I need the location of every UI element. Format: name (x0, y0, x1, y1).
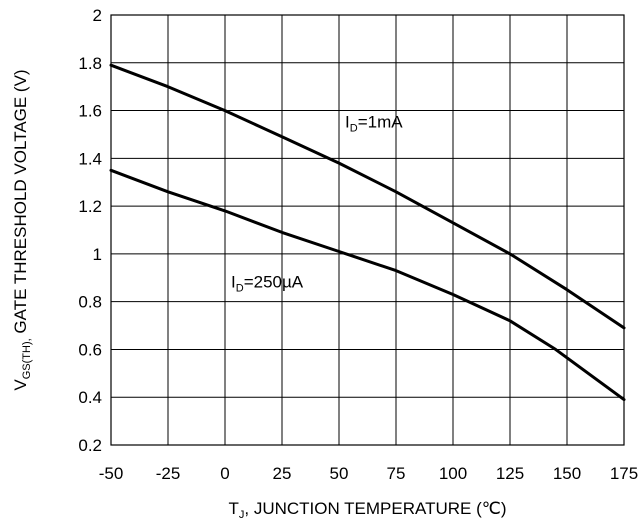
x-tick-label: -25 (156, 464, 181, 483)
x-tick-label: 25 (273, 464, 292, 483)
series-label-id-1ma: ID=1mA (345, 112, 403, 134)
y-tick-labels: 0.2 0.4 0.6 0.8 1 1.2 1.4 1.6 1.8 2 (78, 6, 102, 455)
y-tick-label: 1.4 (78, 149, 102, 168)
y-tick-label: 2 (93, 6, 102, 25)
x-axis-label: TJ, JUNCTION TEMPERATURE (℃) (228, 499, 506, 521)
x-tick-label: 175 (610, 464, 638, 483)
y-tick-label: 1 (93, 245, 102, 264)
x-tick-label: 125 (496, 464, 524, 483)
plot-frame (110, 14, 625, 446)
y-axis-label: VGS(TH), GATE THRESHOLD VOLTAGE (V) (11, 69, 33, 390)
x-tick-label: 100 (439, 464, 467, 483)
series-line-id-1ma (109, 63, 626, 330)
y-tick-label: 1.6 (78, 102, 102, 121)
y-tick-label: 1.8 (78, 54, 102, 73)
y-tick-label: 0.8 (78, 293, 102, 312)
x-tick-label: 75 (387, 464, 406, 483)
x-tick-label: 150 (553, 464, 581, 483)
series-label-id-250ua: ID=250µA (231, 272, 304, 294)
x-tick-label: 0 (220, 464, 229, 483)
series-line-id-250ua (109, 168, 626, 402)
x-tick-label: 50 (330, 464, 349, 483)
y-tick-label: 0.2 (78, 436, 102, 455)
x-tick-label: -50 (99, 464, 124, 483)
y-tick-label: 1.2 (78, 197, 102, 216)
y-tick-label: 0.4 (78, 388, 102, 407)
y-tick-label: 0.6 (78, 340, 102, 359)
series-lines (109, 63, 626, 402)
grid-lines (110, 14, 625, 446)
series-annotations: ID=1mA ID=250µA (231, 112, 403, 294)
x-tick-labels: -50 -25 0 25 50 75 100 125 150 175 (99, 464, 638, 483)
